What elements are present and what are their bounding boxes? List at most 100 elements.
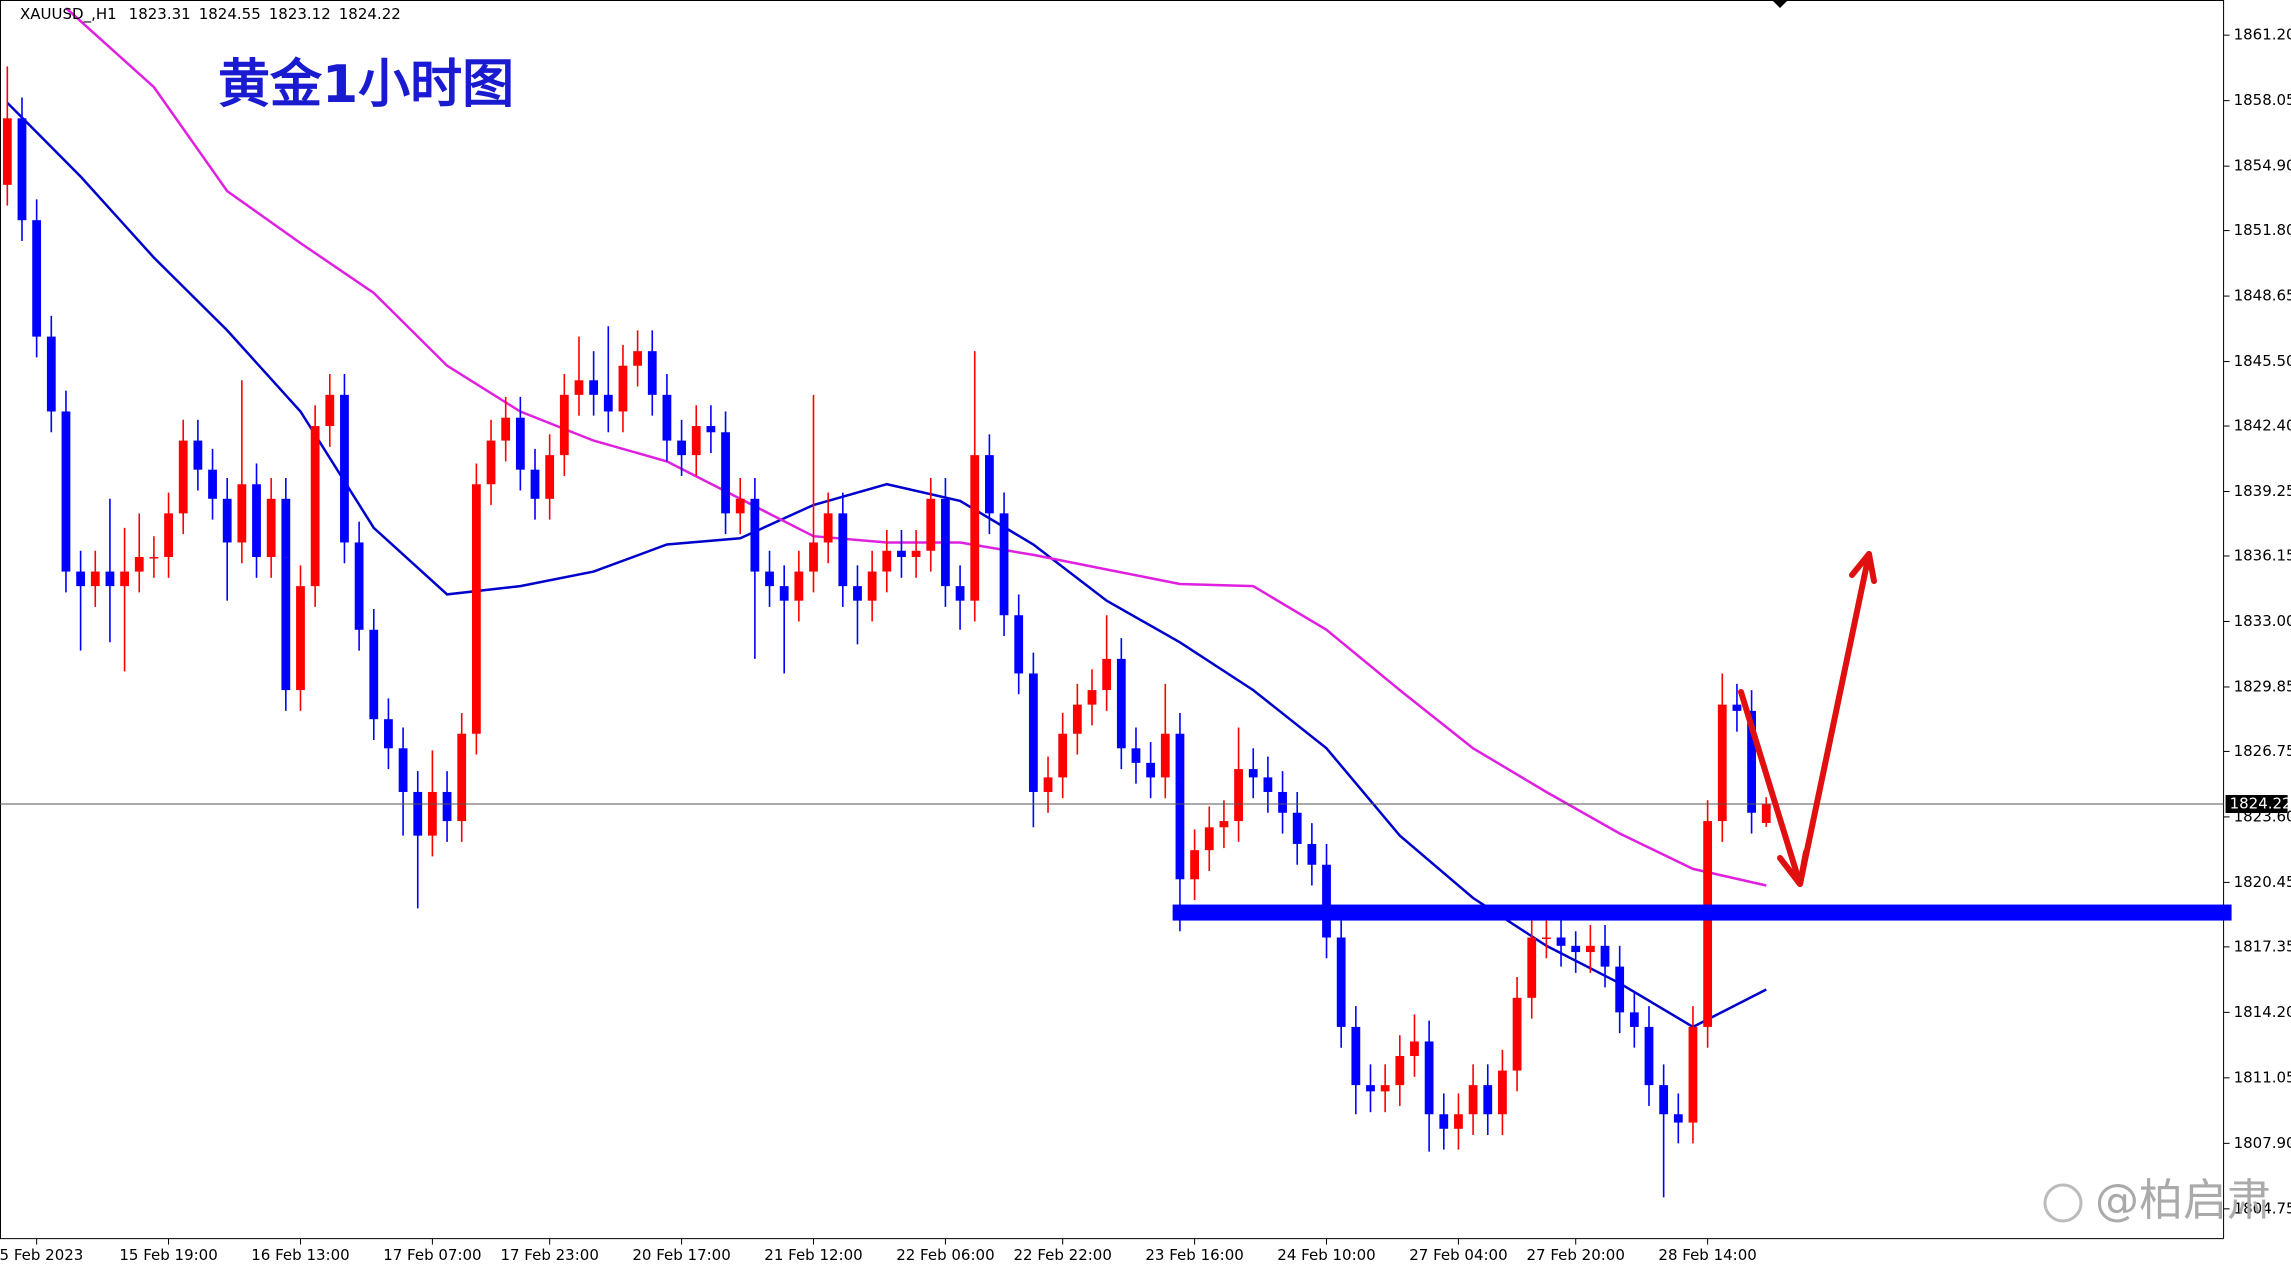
candle-body — [941, 498, 950, 587]
candle-body — [2, 118, 12, 185]
candle-body — [193, 440, 203, 470]
candle-body — [222, 498, 232, 543]
candle-body — [853, 586, 862, 601]
header-close: 1824.22 — [339, 5, 401, 23]
candle-body — [1160, 733, 1170, 778]
x-tick-label: 24 Feb 10:00 — [1277, 1246, 1375, 1264]
candle-body — [589, 380, 599, 395]
candle-body — [252, 484, 261, 558]
candle-body — [1629, 1012, 1639, 1027]
candle-body — [1747, 710, 1756, 813]
candle-body — [471, 484, 481, 734]
candle-body — [1028, 673, 1038, 792]
candle-body — [677, 440, 686, 456]
y-tick-label: 1817.35 — [2234, 937, 2291, 955]
y-tick-label: 1829.85 — [2234, 677, 2291, 695]
candle-body — [1454, 1114, 1463, 1129]
watermark: @柏启肃 — [2043, 1175, 2271, 1226]
candle-body — [1146, 762, 1156, 778]
candle-body — [545, 455, 555, 499]
candle-body — [1014, 615, 1024, 674]
candle-body — [340, 394, 349, 543]
y-tick-label: 1814.20 — [2234, 1003, 2291, 1021]
y-tick-label: 1807.90 — [2234, 1134, 2291, 1152]
candle-body — [1541, 937, 1551, 940]
candle-body — [1307, 843, 1317, 865]
chart-title: 黄金1小时图 — [218, 55, 514, 115]
candle-body — [1585, 945, 1595, 953]
candle-body — [750, 498, 760, 572]
y-tick-label: 1858.05 — [2234, 91, 2291, 109]
candle-body — [1615, 966, 1625, 1013]
y-tick-label: 1804.75 — [2234, 1199, 2291, 1217]
moving-average — [65, 7, 1767, 887]
y-tick-label: 1848.65 — [2234, 287, 2291, 305]
symbol: XAUUSD_,H1 — [20, 5, 117, 24]
candle-body — [603, 394, 613, 412]
y-tick-label: 1811.05 — [2234, 1068, 2291, 1086]
candle-body — [911, 550, 921, 558]
candle-body — [999, 513, 1009, 616]
candle-body — [1190, 850, 1200, 880]
y-tick-label: 1842.40 — [2234, 417, 2291, 435]
x-tick-label: 27 Feb 04:00 — [1409, 1246, 1507, 1264]
header-high: 1824.55 — [199, 5, 261, 23]
candle-body — [1424, 1041, 1434, 1115]
watermark-text: @柏启肃 — [2095, 1175, 2271, 1226]
candle-body — [984, 455, 994, 514]
candle-body — [794, 571, 804, 601]
candle-body — [32, 220, 42, 337]
candle-body — [1600, 945, 1610, 967]
candle-body — [955, 586, 965, 601]
candle-body — [310, 426, 320, 587]
price-label: 1824.22 — [2230, 795, 2291, 813]
candle-body — [501, 417, 511, 441]
candle-body — [1087, 690, 1097, 705]
x-tick-label: 17 Feb 23:00 — [500, 1246, 598, 1264]
moving-average — [6, 101, 1767, 1029]
candle-body — [1571, 945, 1581, 953]
y-tick-label: 1861.20 — [2234, 26, 2291, 44]
y-tick-label: 1845.50 — [2234, 352, 2291, 370]
x-tick-label: 20 Feb 17:00 — [632, 1246, 730, 1264]
candle-body — [779, 586, 789, 601]
candle-body — [1072, 704, 1082, 734]
candle-body — [1483, 1085, 1493, 1115]
y-tick-label: 1851.80 — [2234, 221, 2291, 239]
candle-body — [134, 557, 144, 572]
candle-body — [926, 498, 936, 551]
y-tick-label: 1833.00 — [2234, 612, 2291, 630]
candle-body — [1336, 937, 1346, 1027]
x-tick-label: 15 Feb 2023 — [0, 1246, 83, 1264]
candle-body — [384, 719, 393, 749]
x-tick-label: 22 Feb 22:00 — [1013, 1246, 1111, 1264]
candle-body — [618, 365, 628, 412]
candle-body — [1043, 777, 1053, 792]
candle-body — [354, 542, 364, 630]
shift-marker — [1772, 0, 1788, 8]
candle-body — [530, 469, 540, 499]
candle-body — [398, 748, 408, 792]
candle-body — [970, 455, 980, 601]
candle-body — [266, 498, 276, 558]
candle-body — [76, 571, 86, 587]
y-tick-label: 1820.45 — [2234, 873, 2291, 891]
candle-body — [457, 733, 467, 822]
candle-body — [765, 571, 774, 587]
x-tick-label: 22 Feb 06:00 — [896, 1246, 994, 1264]
candle-body — [1380, 1085, 1390, 1092]
candle-body — [1556, 937, 1566, 946]
candle-body — [1644, 1026, 1654, 1086]
support-level — [1172, 904, 2232, 921]
candle-body — [1175, 733, 1185, 880]
candle-body — [515, 417, 525, 470]
candle-body — [1717, 704, 1727, 822]
candle-body — [442, 791, 452, 822]
candle-body — [1116, 658, 1126, 749]
candle-body — [809, 542, 818, 572]
candle-body — [208, 469, 217, 499]
candle-body — [1395, 1056, 1405, 1086]
watermark-logo — [2043, 1183, 2083, 1223]
candle-body — [105, 571, 115, 587]
